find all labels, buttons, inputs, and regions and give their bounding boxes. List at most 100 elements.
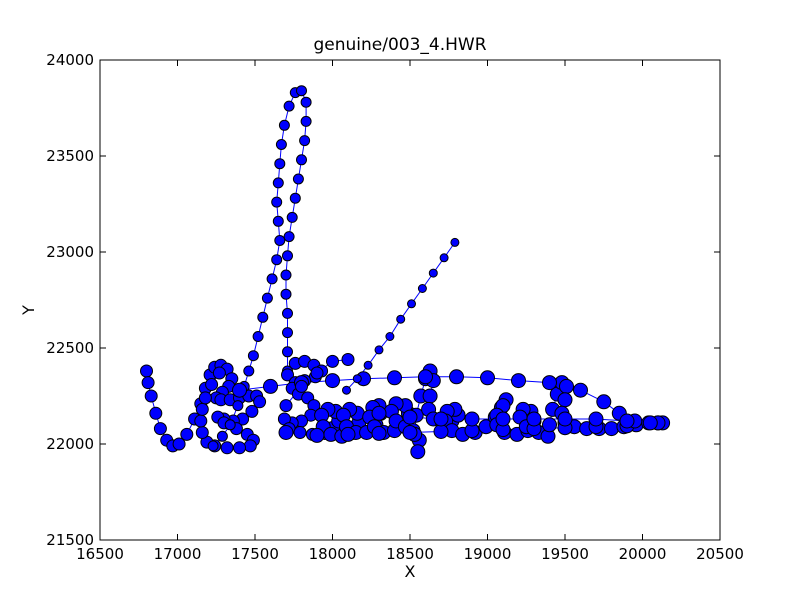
data-point [279,399,293,413]
data-point [282,307,293,319]
data-point [402,425,418,440]
data-point [281,368,294,382]
data-point [542,375,557,391]
y-axis-label: Y [19,305,38,315]
data-point [526,411,542,427]
y-tick-label: 23500 [46,147,94,165]
data-point [261,292,273,304]
data-point [300,115,312,127]
data-point [439,253,449,263]
data-point [296,154,307,166]
data-point [233,441,246,455]
data-point [374,345,384,355]
data-point [396,314,406,324]
data-point [283,231,295,243]
data-point [274,158,286,170]
y-tick-label: 22000 [46,435,94,453]
data-point [278,119,290,131]
data-point [296,85,307,97]
data-point [309,427,325,443]
data-point [272,215,284,227]
data-point [410,444,426,460]
data-point [243,439,257,453]
data-point [280,269,292,281]
data-point [172,437,186,451]
data-point [278,425,294,440]
data-point [207,440,219,452]
data-point [341,353,355,366]
data-point [352,374,362,384]
data-point [220,441,234,455]
data-point [282,327,293,339]
data-point [198,391,212,405]
data-point [293,426,307,439]
data-point [149,406,163,420]
x-axis-label: X [404,562,416,581]
data-point [253,395,267,409]
x-tick-label: 16500 [76,545,124,563]
data-point [464,411,480,427]
data-point [619,413,635,429]
data-point [292,173,304,185]
x-tick-label: 17000 [154,545,202,563]
data-point [180,427,194,441]
data-point [280,288,292,300]
data-point [243,365,255,377]
y-tick-label: 22500 [46,339,94,357]
data-point [340,426,356,442]
data-point [433,411,449,427]
data-point [428,268,438,278]
data-point [205,378,219,391]
data-point [557,392,573,408]
data-point [252,331,264,342]
data-point [289,192,301,204]
data-point [272,177,284,189]
data-point [402,409,418,425]
data-point [245,404,259,418]
data-point [642,415,658,431]
data-point [195,426,209,439]
x-tick-label: 18000 [309,545,357,563]
data-point [371,425,387,441]
data-point [282,346,293,358]
x-tick-label: 19500 [541,545,589,563]
data-point [325,373,340,389]
data-point [224,419,236,431]
data-point [144,389,158,403]
data-point [342,385,351,395]
data-point [407,299,416,309]
data-point [299,135,311,147]
data-point [266,273,278,285]
data-point [511,373,526,389]
data-point [300,96,312,108]
data-point [557,411,573,427]
data-point [247,350,259,362]
data-point [275,139,287,150]
data-point [480,370,495,386]
data-point [141,376,155,390]
y-tick-label: 24000 [46,51,94,69]
x-tick-label: 20000 [619,545,667,563]
data-point [596,394,612,410]
data-point [417,284,427,293]
data-point [140,364,153,378]
data-point [195,402,209,416]
data-point [194,414,208,428]
data-point [232,400,244,412]
data-point [495,411,511,427]
plot-area [140,85,671,460]
data-point [271,196,283,208]
data-point [371,405,387,421]
data-point [387,370,402,386]
data-point [449,369,464,385]
x-tick-label: 19000 [464,545,512,563]
x-tick-label: 20500 [696,545,744,563]
data-point [450,237,460,247]
x-tick-label: 18500 [386,545,434,563]
data-point [573,382,588,398]
chart-title: genuine/003_4.HWR [313,35,487,55]
data-point [418,369,433,385]
data-point [232,382,247,398]
data-point [274,235,286,246]
